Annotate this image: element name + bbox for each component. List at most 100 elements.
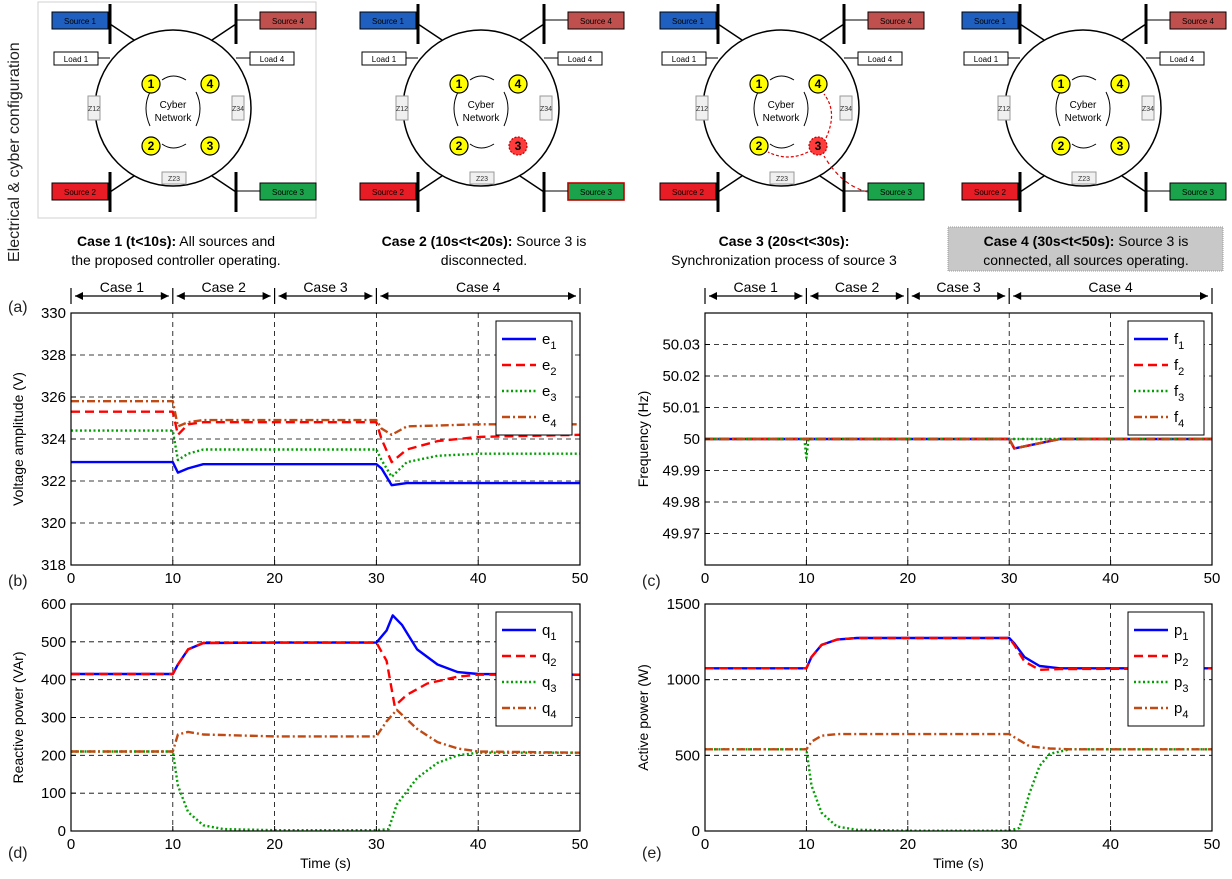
cyber-node-n1 [1051,74,1071,94]
legend-label-main: p [1174,622,1182,639]
caption-case3: Case 3 (20s<t<30s): Synchronization proce… [671,233,897,268]
legend-label-q1: q1 [542,622,556,643]
bus-branch-3 [109,175,135,193]
x-tick-label: 0 [701,836,709,853]
caption-rest: Source 3 is [512,233,586,249]
source-1-label: Source 1 [672,17,705,26]
legend-label-f4: f4 [1174,409,1184,430]
panel-letter: (b) [8,573,28,590]
cyber-link-3 [195,91,201,127]
x-tick-label: 0 [701,570,709,587]
y-tick-label: 1500 [667,596,700,613]
cyber-node-n4 [508,74,528,94]
impedance-z34-label: Z34 [232,106,244,113]
x-tick-label: 40 [1102,836,1119,853]
legend-label-main: e [542,383,550,400]
panel-a-letter: (a) [8,299,28,316]
x-tick-label: 10 [798,836,815,853]
bus-branch-2 [819,23,845,41]
series-group [705,437,1212,460]
x-tick-label: 0 [67,570,75,587]
cyber-node-label-n3: 3 [1117,139,1124,153]
impedance-z34-label: Z34 [1142,106,1154,113]
legend-label-sub: 4 [1182,709,1188,721]
diagram-case1: Source 1 Source 4 Source 2 Source 3 Load 1 Lo… [37,1,317,268]
cyber-node-n3 [808,136,828,156]
case-bar-label: Case 4 [456,279,501,295]
y-tick-label: 0 [58,823,66,840]
series-group [71,614,580,831]
caption-line-1: Case 1 (t<10s): All sources and [77,233,275,249]
series-line-q3 [71,750,580,831]
impedance-z34-label: Z34 [840,106,852,113]
x-tick-label: 50 [1204,570,1221,587]
cyber-link-4 [769,143,795,149]
cyber-node-label-n2: 2 [456,139,463,153]
x-tick-label: 0 [67,836,75,853]
impedance-z12-box [87,95,101,121]
y-axis-label: Active power (W) [635,664,651,771]
cyber-link-2 [453,91,459,127]
impedance-z23-label: Z23 [1078,176,1090,183]
diagram-frame [37,1,317,219]
cyber-link-1 [469,75,495,81]
cyber-node-n1 [141,74,161,94]
case-bar-label: Case 1 [734,279,779,295]
x-tick-label: 30 [1001,570,1018,587]
source-3-label: Source 3 [580,188,613,197]
cyber-label-1: Cyber [1070,100,1097,111]
bus-branch-2 [211,23,237,41]
y-tick-label: 50 [683,431,700,448]
cyber-node-n4 [808,74,828,94]
load-4-label: Load 4 [260,55,285,64]
legend-label-main: f [1174,383,1179,400]
load-1-label: Load 1 [372,55,397,64]
legend-label-main: f [1174,331,1179,348]
y-tick-label: 324 [41,431,66,448]
x-tick-label: 20 [899,570,916,587]
bus-branch-4 [1121,175,1147,193]
y-tick-label: 400 [41,672,66,689]
impedance-z12-label: Z12 [88,106,100,113]
impedance-z23-label: Z23 [476,176,488,183]
case-bar-label: Case 3 [303,279,348,295]
cyber-node-n4 [200,74,220,94]
case-bar-arrow-left [278,292,287,300]
legend-label-e4: e4 [542,409,556,430]
x-tick-label: 40 [470,836,487,853]
y-tick-label: 600 [41,596,66,613]
case-bar-arrow-left [810,292,819,300]
y-tick-label: 300 [41,710,66,727]
legend-label-q4: q4 [542,700,556,721]
cyber-node-n2 [449,136,469,156]
caption-shade [947,226,1224,272]
cyber-node-label-n4: 4 [207,77,214,91]
case-bar-arrow-right [794,292,803,300]
case-bar-label: Case 2 [835,279,880,295]
source-4-label: Source 4 [272,17,305,26]
load-4-label: Load 4 [868,55,893,64]
source-3-label: Source 3 [880,188,913,197]
cyber-node-label-n3: 3 [207,139,214,153]
legend-label-sub: 2 [550,366,556,378]
x-tick-label: 10 [798,570,815,587]
case-bar-arrow-left [1013,292,1022,300]
source-3-label: Source 3 [1182,188,1215,197]
bus-branch-1 [109,23,135,41]
cyber-node-label-n2: 2 [756,139,763,153]
legend-label-main: e [542,331,550,348]
y-axis-label: Voltage amplitude (V) [10,372,26,506]
y-tick-label: 200 [41,747,66,764]
legend-label-sub: 2 [550,657,556,669]
legend-label-f3: f3 [1174,383,1184,404]
impedance-z34-label: Z34 [540,106,552,113]
bus-branch-4 [519,175,545,193]
cyber-label-1: Cyber [468,100,495,111]
side-label: Electrical & cyber configuration [6,42,23,262]
legend-label-p3: p3 [1174,674,1188,695]
